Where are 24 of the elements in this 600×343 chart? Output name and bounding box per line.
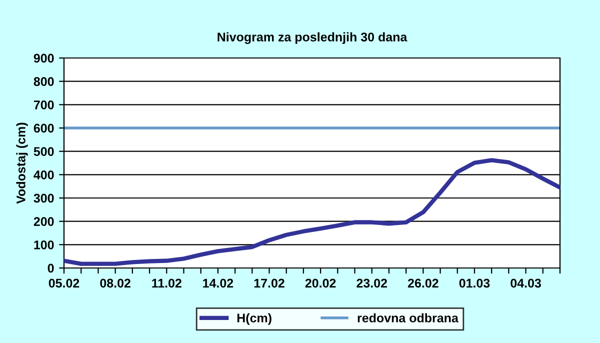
y-tick-label: 100: [34, 240, 54, 250]
legend-label: H(cm): [237, 313, 272, 325]
y-tick-label: 0: [48, 264, 54, 273]
y-tick-label: 800: [34, 77, 54, 86]
y-tick-label: 300: [34, 194, 54, 203]
y-tick-label: 600: [34, 124, 54, 133]
x-tick-label: 17.02: [254, 278, 284, 288]
y-tick-label: 900: [34, 54, 54, 63]
y-tick-label: 400: [34, 170, 54, 180]
x-tick-label: 20.02: [305, 278, 336, 288]
x-tick-label: 08.02: [100, 278, 130, 288]
x-tick-label: 14.02: [203, 278, 234, 288]
x-tick-label: 01.03: [459, 278, 490, 288]
y-axis-title: Vodostaj (cm): [16, 122, 28, 204]
x-tick-label: 05.02: [48, 278, 80, 288]
x-tick-label: 23.02: [356, 278, 388, 288]
x-tick-label: 04.03: [510, 278, 541, 288]
x-tick-label: 26.02: [408, 278, 438, 288]
legend-label: redovna odbrana: [358, 313, 458, 322]
chart-title: Nivogram za poslednjih 30 dana: [218, 32, 408, 44]
y-tick-label: 200: [34, 217, 54, 226]
y-tick-label: 700: [34, 100, 54, 110]
x-tick-label: 11.02: [152, 278, 182, 288]
y-tick-label: 500: [34, 147, 54, 156]
